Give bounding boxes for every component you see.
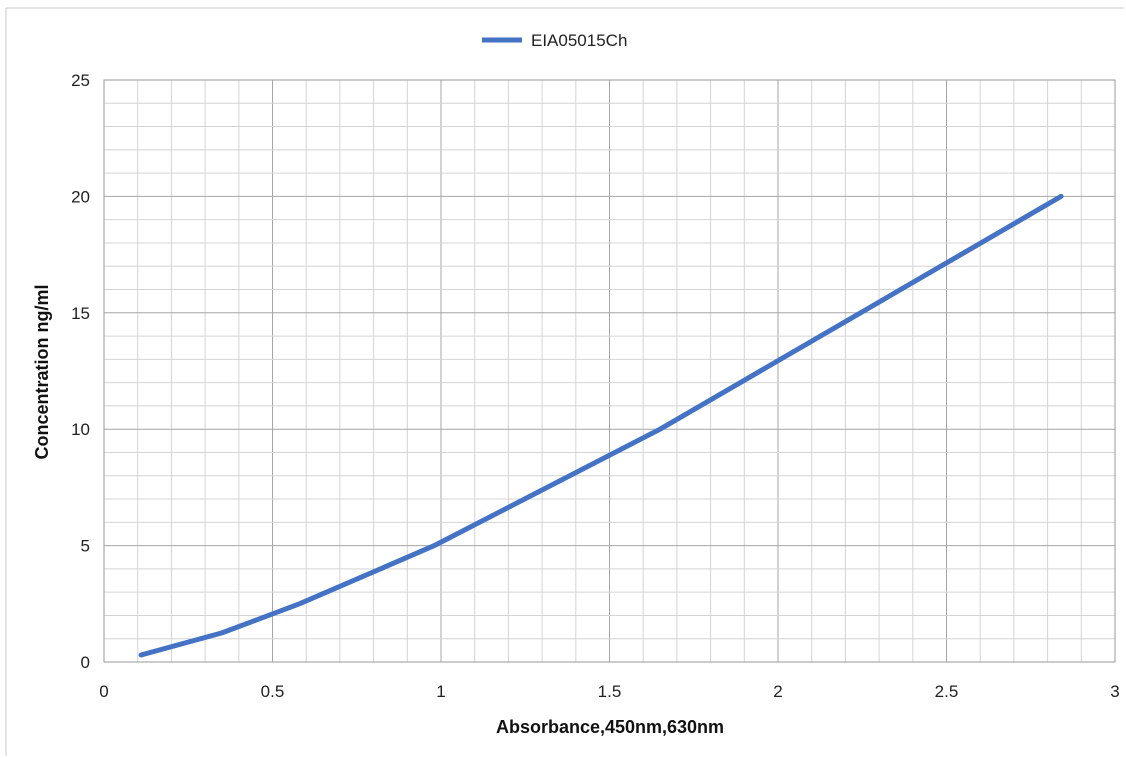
y-tick-label: 5 [81,537,90,556]
x-tick-label: 3 [1110,682,1119,701]
x-tick-labels: 0 0.5 1 1.5 2 2.5 3 [99,682,1119,701]
x-tick-label: 0 [99,682,108,701]
x-tick-label: 1.5 [598,682,622,701]
series-layer [138,193,1064,658]
legend-label: EIA05015Ch [531,31,627,50]
y-tick-labels: 0 5 10 15 20 25 [71,71,90,672]
series-line [138,193,1064,658]
x-tick-label: 2.5 [935,682,959,701]
y-tick-label: 10 [71,420,90,439]
y-tick-label: 20 [71,187,90,206]
y-tick-label: 0 [81,653,90,672]
grid [103,79,1116,663]
plot-area-border [103,79,1116,663]
y-tick-label: 25 [71,71,90,90]
legend: EIA05015Ch [482,31,627,50]
y-axis-title: Concentration ng/ml [32,285,52,460]
y-tick-label: 15 [71,304,90,323]
x-tick-label: 0.5 [261,682,285,701]
x-tick-label: 1 [436,682,445,701]
x-axis-title: Absorbance,450nm,630nm [496,717,724,737]
x-tick-label: 2 [773,682,782,701]
